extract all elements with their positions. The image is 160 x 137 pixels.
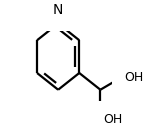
Text: N: N (53, 3, 63, 17)
Text: OH: OH (124, 71, 143, 84)
Text: OH: OH (103, 113, 122, 126)
